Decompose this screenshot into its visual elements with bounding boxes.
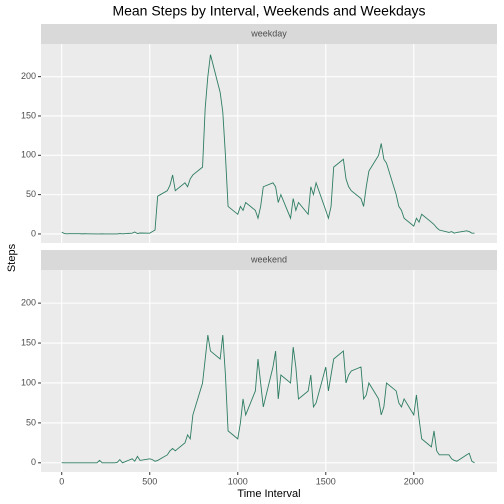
x-tick-label: 1000 [228, 476, 248, 486]
x-tick-label: 2000 [404, 476, 424, 486]
panel [41, 270, 497, 472]
strip [41, 250, 497, 270]
data-line [61, 334, 475, 464]
y-axis-label: Steps [6, 243, 18, 272]
y-tick-label: 150 [21, 337, 36, 347]
x-axis-label: Time Interval [237, 488, 300, 500]
y-tick-label: 100 [21, 377, 36, 387]
y-tick-label: 0 [31, 228, 36, 238]
y-tick-label: 50 [26, 189, 36, 199]
chart-title: Mean Steps by Interval, Weekends and Wee… [112, 3, 425, 19]
data-line [61, 54, 475, 235]
x-tick-label: 0 [59, 476, 64, 486]
y-tick-label: 200 [21, 298, 36, 308]
strip-label: weekday [250, 28, 287, 38]
strip-label: weekend [250, 254, 287, 264]
x-tick-label: 500 [142, 476, 157, 486]
panel [41, 44, 497, 243]
y-tick-label: 150 [21, 110, 36, 120]
x-tick-label: 1500 [316, 476, 336, 486]
y-tick-label: 200 [21, 71, 36, 81]
strip [41, 24, 497, 44]
y-tick-label: 0 [31, 457, 36, 467]
y-tick-label: 100 [21, 150, 36, 160]
y-tick-label: 50 [26, 417, 36, 427]
